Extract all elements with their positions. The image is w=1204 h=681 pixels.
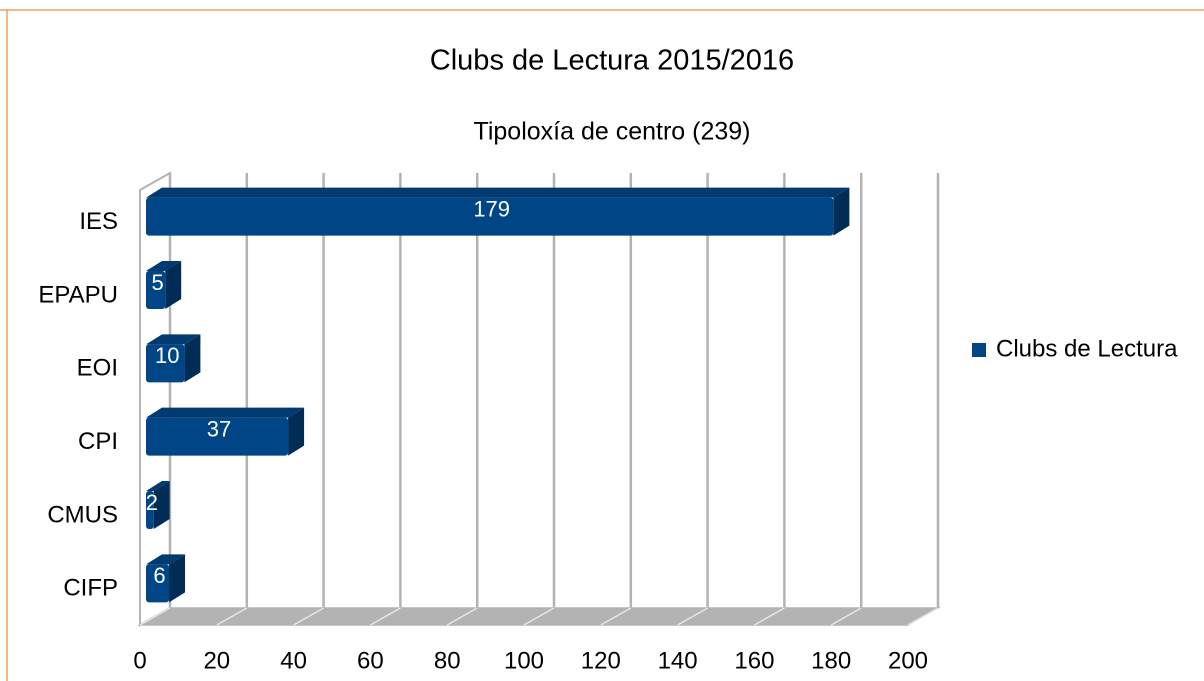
x-tick-label: 20 [203, 647, 230, 674]
x-tick-label: 40 [280, 647, 307, 674]
y-tick-label: EOI [77, 355, 118, 382]
y-tick-label: CMUS [47, 501, 118, 528]
x-tick-label: 60 [357, 647, 384, 674]
bar-front [146, 197, 834, 236]
bar-top [146, 407, 305, 418]
bar-top [146, 261, 182, 271]
data-label: 5 [151, 270, 163, 295]
bar-side [833, 187, 850, 236]
x-tick-label: 80 [434, 647, 461, 674]
bar-side [288, 407, 305, 456]
y-tick-label: CPI [78, 428, 118, 455]
floor-grid-line [216, 607, 248, 626]
data-label: 179 [473, 196, 510, 221]
floor-grid-line [830, 607, 862, 626]
floor-grid-line [754, 607, 785, 626]
bar [146, 334, 201, 383]
data-label: 10 [155, 343, 179, 368]
data-label: 37 [207, 416, 231, 441]
floor-grid-line [446, 607, 478, 626]
bar-top [146, 334, 201, 345]
x-tick-label: 200 [888, 647, 928, 674]
bar-side [153, 481, 170, 529]
data-label: 2 [146, 490, 158, 515]
floor-grid-line [677, 607, 708, 626]
bar-top [146, 554, 186, 565]
y-tick-label: EPAPU [38, 281, 118, 308]
bar [146, 554, 186, 603]
floor-grid-line [293, 607, 324, 626]
bar-side [184, 334, 201, 383]
y-tick-label: IES [79, 208, 118, 235]
chart-title: Clubs de Lectura 2015/2016 [430, 45, 794, 77]
bar [146, 187, 850, 236]
bar-front [146, 564, 170, 603]
data-label: 6 [153, 563, 165, 588]
floor-grid-line [370, 607, 401, 626]
floor-grid-line [139, 607, 171, 626]
legend-label: Clubs de Lectura [996, 335, 1178, 362]
x-tick-label: 180 [811, 647, 851, 674]
floor-grid-line [907, 607, 939, 626]
bar-top [146, 481, 170, 491]
bar-front [146, 491, 154, 529]
y-tick-label: CIFP [63, 575, 118, 602]
x-tick-label: 100 [504, 647, 544, 674]
bar-top [146, 187, 850, 198]
bar-front [146, 417, 289, 456]
bar [146, 481, 170, 529]
x-tick-label: 120 [581, 647, 621, 674]
x-tick-label: 160 [734, 647, 774, 674]
bar-front [146, 344, 185, 383]
bar [146, 261, 182, 309]
bar-side [165, 261, 182, 309]
x-tick-label: 140 [658, 647, 698, 674]
floor-grid-line [523, 607, 555, 626]
chart-subtitle: Tipoloxía de centro (239) [473, 118, 750, 146]
bar-side [169, 554, 186, 603]
floor-grid-line [600, 607, 632, 626]
bar-front [146, 271, 166, 309]
x-tick-label: 0 [133, 647, 146, 674]
legend-swatch [972, 343, 986, 357]
bar [146, 407, 305, 456]
